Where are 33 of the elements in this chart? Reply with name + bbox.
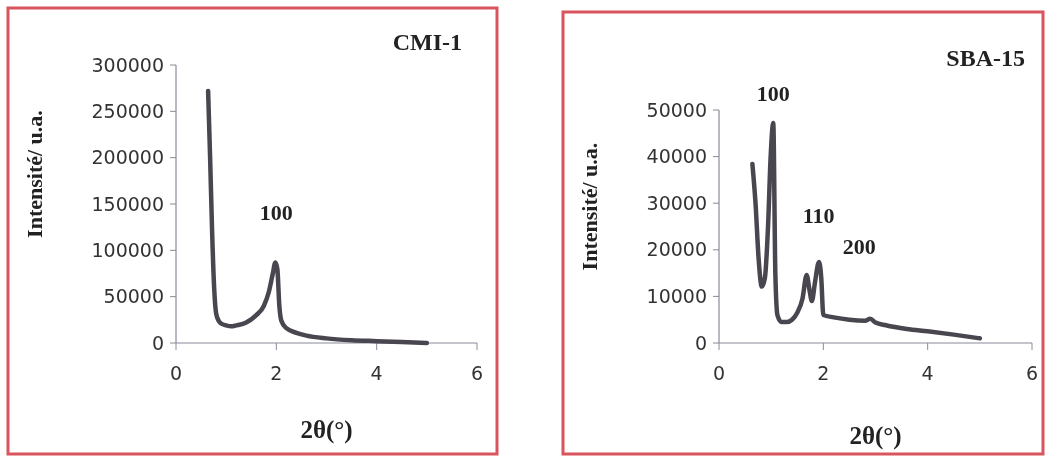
annotation: 100 bbox=[756, 81, 790, 107]
annotation: 100 bbox=[259, 200, 293, 226]
y-tick-label: 50000 bbox=[103, 285, 164, 308]
y-tick-label: 30000 bbox=[646, 191, 707, 214]
y-tick-label: 50000 bbox=[646, 98, 707, 121]
y-tick-label: 150000 bbox=[91, 192, 164, 215]
y-tick-label: 20000 bbox=[646, 238, 707, 261]
y-tick-label: 250000 bbox=[91, 99, 164, 122]
x-tick-label: 6 bbox=[1025, 362, 1039, 384]
y-axis-title: Intensité/ u.a. bbox=[577, 142, 602, 271]
line-series bbox=[750, 120, 983, 341]
y-tick-label: 0 bbox=[694, 331, 707, 354]
x-tick-label: 2 bbox=[817, 362, 830, 384]
y-tick-label: 40000 bbox=[646, 145, 707, 168]
y-tick-label: 100000 bbox=[91, 238, 164, 261]
chart-title: SBA-15 bbox=[946, 45, 1025, 71]
x-tick-label: 0 bbox=[712, 362, 726, 384]
y-tick-label: 0 bbox=[151, 331, 164, 354]
annotation: 200 bbox=[842, 233, 876, 259]
x-tick-label: 2 bbox=[270, 362, 283, 384]
y-tick-label: 10000 bbox=[646, 285, 707, 308]
y-tick-label: 300000 bbox=[91, 53, 164, 76]
x-axis-title: 2θ(°) bbox=[300, 416, 353, 444]
y-axis-title: Intensité/ u.a. bbox=[22, 110, 47, 238]
x-tick-label: 6 bbox=[470, 362, 484, 384]
x-tick-label: 4 bbox=[370, 362, 383, 384]
x-tick-label: 4 bbox=[921, 362, 934, 384]
x-tick-label: 0 bbox=[169, 362, 183, 384]
y-tick-label: 200000 bbox=[91, 146, 164, 169]
line-series bbox=[205, 88, 430, 346]
x-axis-title: 2θ(°) bbox=[849, 422, 902, 450]
chart-title: CMI-1 bbox=[392, 29, 462, 55]
annotation: 110 bbox=[802, 202, 835, 228]
